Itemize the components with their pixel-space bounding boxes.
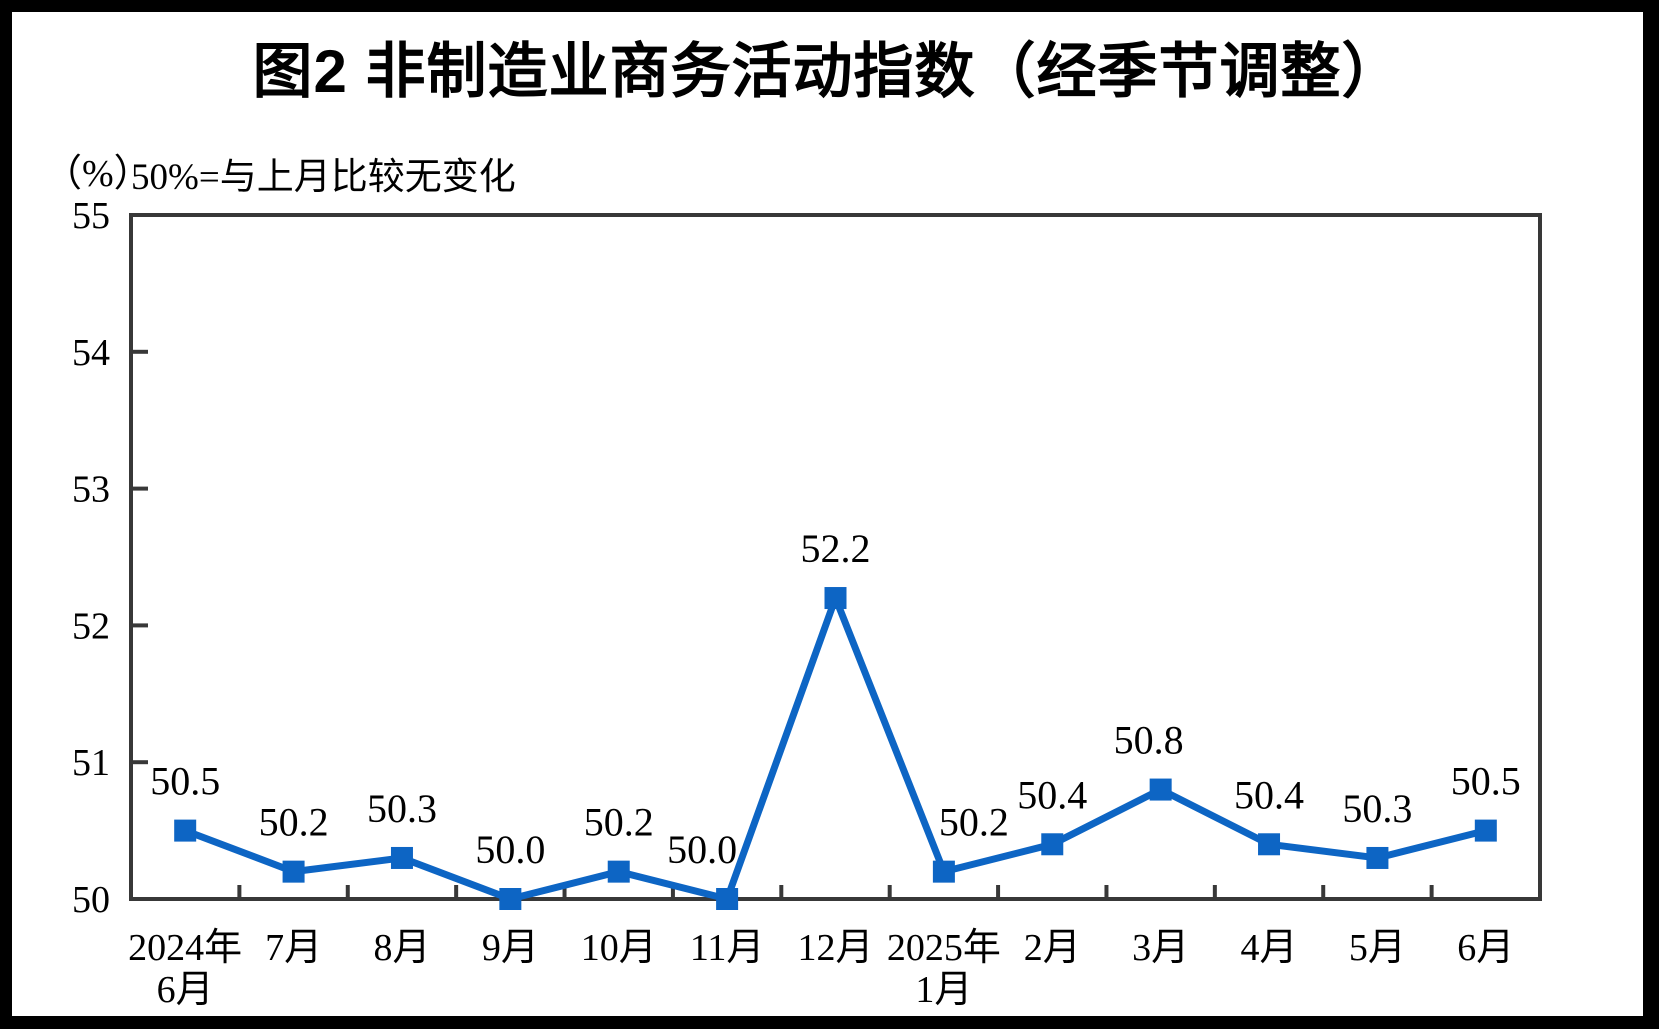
y-axis-tick-label: 53: [72, 469, 110, 511]
data-point-marker: [607, 860, 630, 883]
data-point-marker: [1366, 846, 1389, 869]
data-point-label: 50.0: [475, 827, 545, 872]
data-point-label: 50.5: [150, 759, 220, 804]
x-axis-category-label: 2024年: [128, 927, 242, 969]
data-point-marker: [174, 819, 197, 842]
data-point-marker: [716, 888, 739, 910]
x-axis-category-label: 2月: [1024, 927, 1081, 969]
data-point-marker: [390, 846, 413, 869]
data-point-label: 50.2: [259, 800, 329, 845]
chart-subtitle: 50%=与上月比较无变化: [131, 157, 516, 198]
data-point-label: 50.3: [367, 786, 437, 831]
data-point-label: 50.4: [1017, 772, 1087, 817]
data-point-label: 50.8: [1114, 718, 1184, 763]
data-point-marker: [1041, 833, 1064, 856]
x-axis-category-label: 2025年: [887, 927, 1001, 969]
data-point-marker: [1258, 833, 1281, 856]
data-point-label: 50.2: [939, 800, 1009, 845]
data-point-marker: [282, 860, 305, 883]
x-axis-category-label: 6月: [1457, 927, 1514, 969]
x-axis-category-label: 4月: [1241, 927, 1298, 969]
y-axis-tick-label: 50: [72, 879, 110, 921]
data-point-label: 50.3: [1342, 786, 1412, 831]
y-axis-tick-label: 54: [72, 332, 110, 374]
y-axis-tick-label: 55: [72, 195, 110, 237]
x-axis-category-label: 8月: [373, 927, 430, 969]
data-point-marker: [932, 860, 955, 883]
data-point-label: 50.5: [1451, 759, 1521, 804]
data-point-marker: [1474, 819, 1497, 842]
x-axis-category-label: 1月: [915, 969, 972, 1011]
data-point-marker: [1149, 778, 1172, 801]
x-axis-category-label: 6月: [157, 969, 214, 1011]
x-axis-category-label: 10月: [581, 927, 657, 969]
data-point-label: 52.2: [801, 526, 871, 571]
x-axis-category-label: 9月: [482, 927, 539, 969]
x-axis-category-label: 12月: [797, 927, 873, 969]
x-axis-category-label: 11月: [690, 927, 765, 969]
data-point-label: 50.0: [667, 827, 737, 872]
plot-border: [129, 213, 1542, 901]
x-axis-category-label: 3月: [1132, 927, 1189, 969]
data-line: [183, 588, 1487, 904]
y-axis-unit-label: （%）: [44, 153, 152, 195]
data-point-label: 50.4: [1234, 772, 1304, 817]
chart-title: 图2 非制造业商务活动指数（经季节调整）: [252, 38, 1403, 105]
y-axis-tick-label: 52: [72, 605, 110, 647]
data-point-marker: [499, 888, 522, 910]
data-point-label: 50.2: [584, 800, 654, 845]
x-axis-category-label: 7月: [265, 927, 322, 969]
x-axis-category-label: 5月: [1349, 927, 1406, 969]
data-point-marker: [824, 587, 847, 610]
y-axis-tick-label: 51: [72, 742, 110, 784]
